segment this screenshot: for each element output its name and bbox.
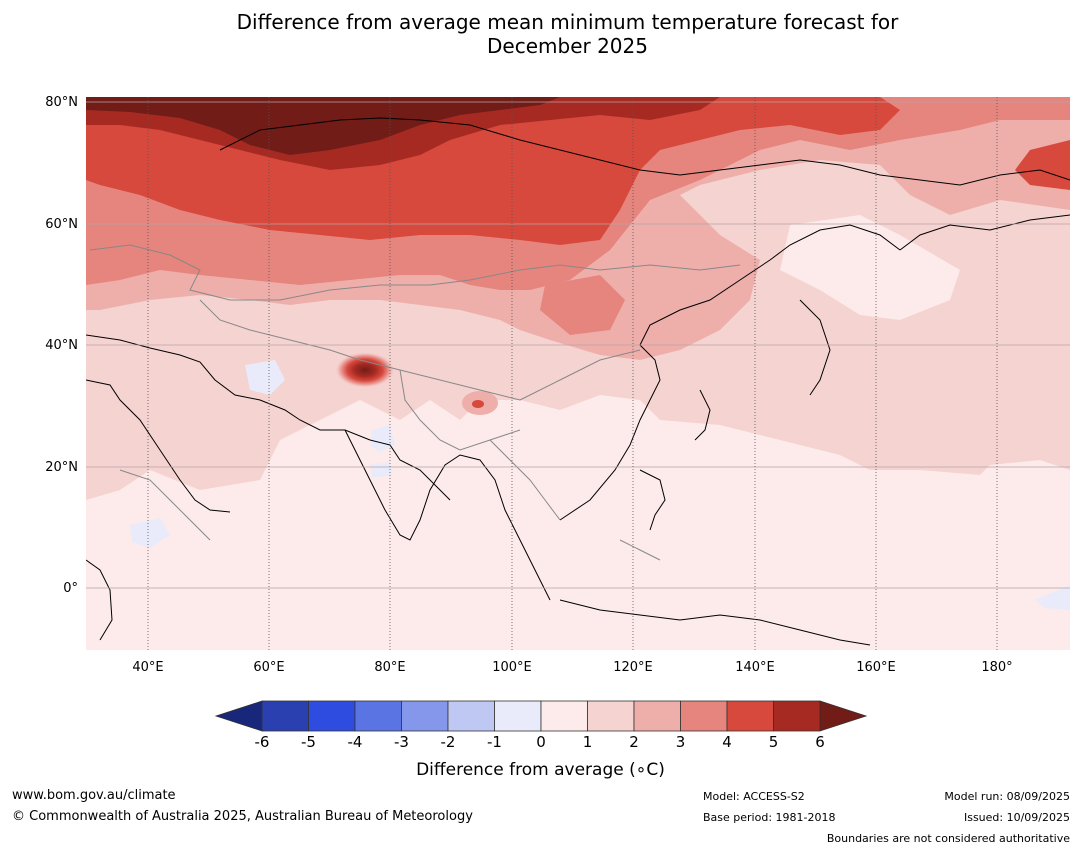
colorbar-cells: [261, 700, 821, 732]
lat-tick-60n: 60°N: [45, 217, 78, 232]
boundaries-disclaimer: Boundaries are not considered authoritat…: [826, 832, 1070, 845]
anomaly-patch-cool-africa: [130, 518, 170, 548]
colorbar-tick-label: -5: [301, 733, 316, 751]
anomaly-patch-0-1-northeast: [780, 215, 960, 320]
lon-tick-60e: 60°E: [253, 660, 285, 675]
coastlines: [86, 117, 1070, 646]
lon-tick-120e: 120°E: [613, 660, 653, 675]
latitude-gridlines: [86, 101, 1070, 589]
temperature-anomaly-field: [86, 97, 1070, 650]
issued-date: Issued: 10/09/2025: [963, 811, 1070, 824]
colorbar-tick-label: 6: [815, 733, 825, 751]
map-title-line2: December 2025: [487, 34, 648, 58]
colorbar-tick-label: 3: [675, 733, 686, 751]
colorbar-cell: [354, 700, 402, 732]
colorbar-tick-label: -4: [347, 733, 363, 751]
colorbar-tick-label: -1: [487, 733, 502, 751]
colorbar: [214, 700, 868, 732]
colorbar-cell: [261, 700, 309, 732]
colorbar-cell: [726, 700, 774, 732]
colorbar-cell: [680, 700, 728, 732]
colorbar-cell: [447, 700, 495, 732]
colorbar-tick-label: -2: [440, 733, 456, 751]
colorbar-tick-label: 0: [536, 733, 546, 751]
colorbar-extend-high: [819, 700, 868, 732]
colorbar-tick-label: 4: [722, 733, 732, 751]
colorbar-cell: [540, 700, 588, 732]
lat-tick-80n: 80°N: [45, 95, 78, 110]
colorbar-cell: [494, 700, 542, 732]
colorbar-tick-label: 2: [629, 733, 639, 751]
colorbar-extend-low: [214, 700, 263, 732]
anomaly-patch-cool-arabian-sea: [370, 462, 392, 478]
lon-tick-180: 180°: [981, 660, 1013, 675]
anomaly-hotspot-pamir: [335, 352, 395, 388]
lon-tick-160e: 160°E: [856, 660, 896, 675]
colorbar-cell: [773, 700, 821, 732]
model-name: Model: ACCESS-S2: [703, 790, 805, 803]
map-title-line1: Difference from average mean minimum tem…: [236, 10, 899, 34]
colorbar-tick-label: 1: [582, 733, 593, 751]
base-period: Base period: 1981-2018: [703, 811, 836, 824]
lon-tick-80e: 80°E: [374, 660, 406, 675]
map-title: Difference from average mean minimum tem…: [0, 10, 1081, 58]
lat-tick-20n: 20°N: [45, 460, 78, 475]
colorbar-cell: [401, 700, 449, 732]
lat-tick-0: 0°: [63, 581, 78, 596]
colorbar-tick-label: -6: [254, 733, 270, 751]
colorbar-cell: [308, 700, 356, 732]
model-run-date: Model run: 08/09/2025: [944, 790, 1070, 803]
anomaly-patch-cool-pacific: [1035, 585, 1070, 610]
website-url: www.bom.gov.au/climate: [12, 788, 176, 803]
anomaly-patch-3-4-mongolia: [540, 275, 625, 335]
colorbar-title: Difference from average (∘C): [416, 760, 665, 780]
colorbar-tick-label: 5: [768, 733, 779, 751]
colorbar-cell: [587, 700, 635, 732]
longitude-gridlines: [147, 97, 998, 650]
anomaly-patch-cool-iran: [245, 360, 285, 395]
anomaly-patch-cool-india: [370, 425, 395, 452]
anomaly-patch-tibet-core: [472, 400, 484, 408]
lon-tick-140e: 140°E: [735, 660, 775, 675]
anomaly-band-above-6: [86, 97, 560, 155]
colorbar-cell: [633, 700, 681, 732]
lat-tick-40n: 40°N: [45, 338, 78, 353]
lon-tick-40e: 40°E: [132, 660, 164, 675]
copyright-notice: © Commonwealth of Australia 2025, Austra…: [12, 809, 473, 824]
country-borders: [89, 244, 741, 561]
anomaly-patch-4-5-northeast: [1015, 140, 1070, 190]
colorbar-tick-label: -3: [394, 733, 409, 751]
lon-tick-100e: 100°E: [492, 660, 532, 675]
